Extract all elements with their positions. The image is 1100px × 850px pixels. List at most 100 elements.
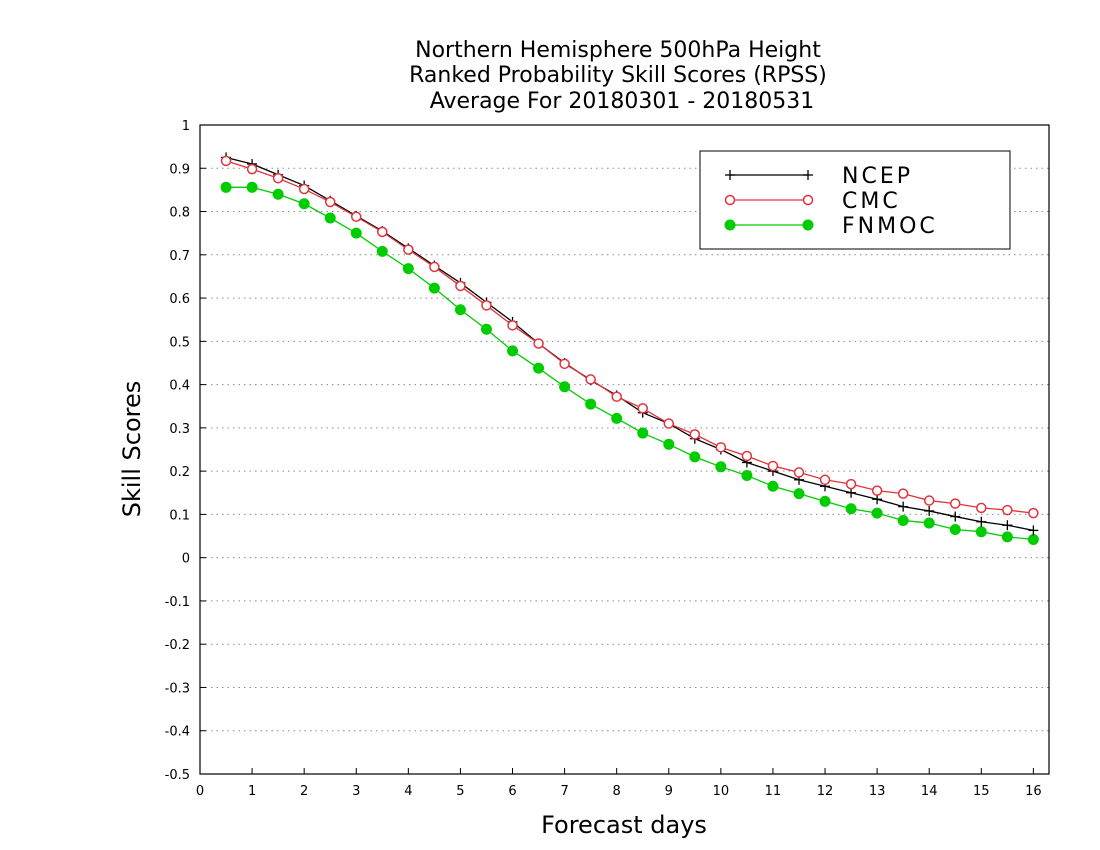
data-point-cmc: [533, 338, 544, 349]
data-point-cmc: [1028, 507, 1039, 519]
data-point-fnmoc: [897, 514, 909, 526]
data-point-fnmoc: [949, 524, 961, 536]
data-point-fnmoc: [975, 526, 987, 538]
data-point-cmc: [429, 261, 440, 273]
legend-label-fnmoc: FNMOC: [842, 214, 938, 239]
data-point-cmc: [819, 474, 831, 486]
data-point-fnmoc: [1027, 533, 1039, 545]
data-point-fnmoc: [480, 323, 492, 335]
x-tick-label: 12: [817, 784, 834, 799]
data-point-fnmoc: [585, 398, 597, 410]
x-tick-label: 0: [196, 784, 204, 799]
legend-marker-cmc: [724, 194, 736, 206]
y-tick-label: 0.8: [169, 206, 190, 221]
y-tick-label: -0.3: [165, 681, 190, 696]
data-point-cmc: [403, 244, 414, 255]
data-point-cmc: [715, 442, 727, 453]
chart-title-line-3: Average For 20180301 - 20180531: [430, 89, 815, 114]
data-point-cmc: [507, 320, 518, 331]
data-point-cmc: [976, 502, 987, 514]
data-point-fnmoc: [559, 381, 571, 393]
y-tick-label: 0.2: [169, 465, 190, 480]
data-point-fnmoc: [350, 227, 362, 239]
y-tick-label: 1: [182, 119, 190, 134]
data-point-ncep: [1002, 520, 1013, 531]
data-point-fnmoc: [428, 282, 440, 294]
legend-marker-fnmoc: [802, 219, 814, 231]
data-point-fnmoc: [793, 488, 805, 500]
x-tick-label: 15: [973, 784, 990, 799]
data-point-ncep: [950, 511, 961, 522]
data-point-cmc: [585, 374, 596, 385]
data-point-fnmoc: [689, 451, 701, 463]
x-tick-label: 6: [508, 784, 516, 799]
data-point-fnmoc: [741, 469, 753, 481]
y-tick-label: 0.1: [169, 508, 190, 523]
y-tick-label: 0: [182, 552, 190, 567]
legend-label-ncep: NCEP: [842, 164, 913, 189]
data-point-cmc: [1002, 504, 1013, 516]
legend-item-fnmoc: FNMOC: [724, 214, 938, 239]
data-point-cmc: [949, 498, 961, 509]
data-point-cmc: [351, 211, 362, 222]
y-tick-label: -0.5: [165, 768, 190, 783]
chart-title-line-1: Northern Hemisphere 500hPa Height: [415, 38, 821, 63]
x-tick-label: 9: [665, 784, 673, 799]
data-point-cmc: [871, 485, 883, 496]
data-point-fnmoc: [1001, 531, 1013, 543]
data-point-cmc: [923, 495, 935, 506]
plot-frame: [199, 124, 1050, 775]
data-point-cmc: [637, 403, 648, 414]
y-tick-label: 0.9: [169, 162, 190, 177]
y-tick-label: 0.3: [169, 422, 190, 437]
y-tick-label: 0.5: [169, 335, 190, 350]
data-point-cmc: [689, 429, 701, 440]
data-point-fnmoc: [298, 198, 310, 210]
data-point-ncep: [872, 494, 883, 505]
x-tick-label: 16: [1025, 784, 1042, 799]
x-axis-title: Forecast days: [541, 811, 707, 839]
legend-label-cmc: CMC: [842, 189, 901, 214]
x-tick-label: 5: [456, 784, 464, 799]
legend-marker-ncep: [725, 170, 735, 180]
x-tick-label: 11: [765, 784, 782, 799]
x-tick-label: 8: [613, 784, 621, 799]
legend-marker-ncep: [803, 170, 813, 180]
y-tick-label: 0.4: [169, 379, 190, 394]
data-point-cmc: [559, 358, 570, 370]
data-point-fnmoc: [845, 503, 857, 515]
legend-marker-cmc: [802, 194, 814, 206]
data-point-cmc: [220, 155, 232, 167]
x-axis-ticks: 0 1 2 3 4 5 6 7 8 9 10 11 12 13 14 15 16: [196, 768, 1042, 799]
series-cmc: [220, 155, 1039, 519]
data-point-cmc: [845, 478, 857, 490]
data-point-cmc: [246, 163, 258, 175]
data-point-fnmoc: [220, 181, 232, 193]
data-point-cmc: [611, 391, 622, 402]
x-tick-label: 4: [404, 784, 412, 799]
data-point-cmc: [324, 196, 336, 208]
data-point-ncep: [898, 501, 909, 512]
data-point-fnmoc: [454, 304, 466, 316]
y-tick-label: -0.1: [165, 595, 190, 610]
x-tick-label: 14: [921, 784, 938, 799]
data-point-ncep: [924, 505, 935, 516]
legend-marker-fnmoc: [724, 219, 736, 231]
x-tick-label: 7: [560, 784, 568, 799]
x-tick-label: 2: [300, 784, 308, 799]
data-point-fnmoc: [923, 517, 935, 529]
data-point-fnmoc: [246, 181, 258, 193]
chart-title: Northern Hemisphere 500hPa Height Ranked…: [409, 38, 827, 114]
data-point-fnmoc: [611, 412, 623, 424]
data-point-cmc: [455, 280, 466, 292]
data-point-fnmoc: [663, 438, 675, 450]
grid-lines: [200, 167, 1049, 732]
y-axis-ticks: -0.5 -0.4 -0.3 -0.2 -0.1 0 0.1 0.2 0.3 0.4 0.5 0.6 0…: [165, 119, 206, 783]
data-point-fnmoc: [819, 495, 831, 507]
data-point-fnmoc: [402, 263, 414, 275]
data-point-fnmoc: [715, 461, 727, 473]
data-point-cmc: [298, 183, 310, 195]
x-tick-label: 3: [352, 784, 360, 799]
